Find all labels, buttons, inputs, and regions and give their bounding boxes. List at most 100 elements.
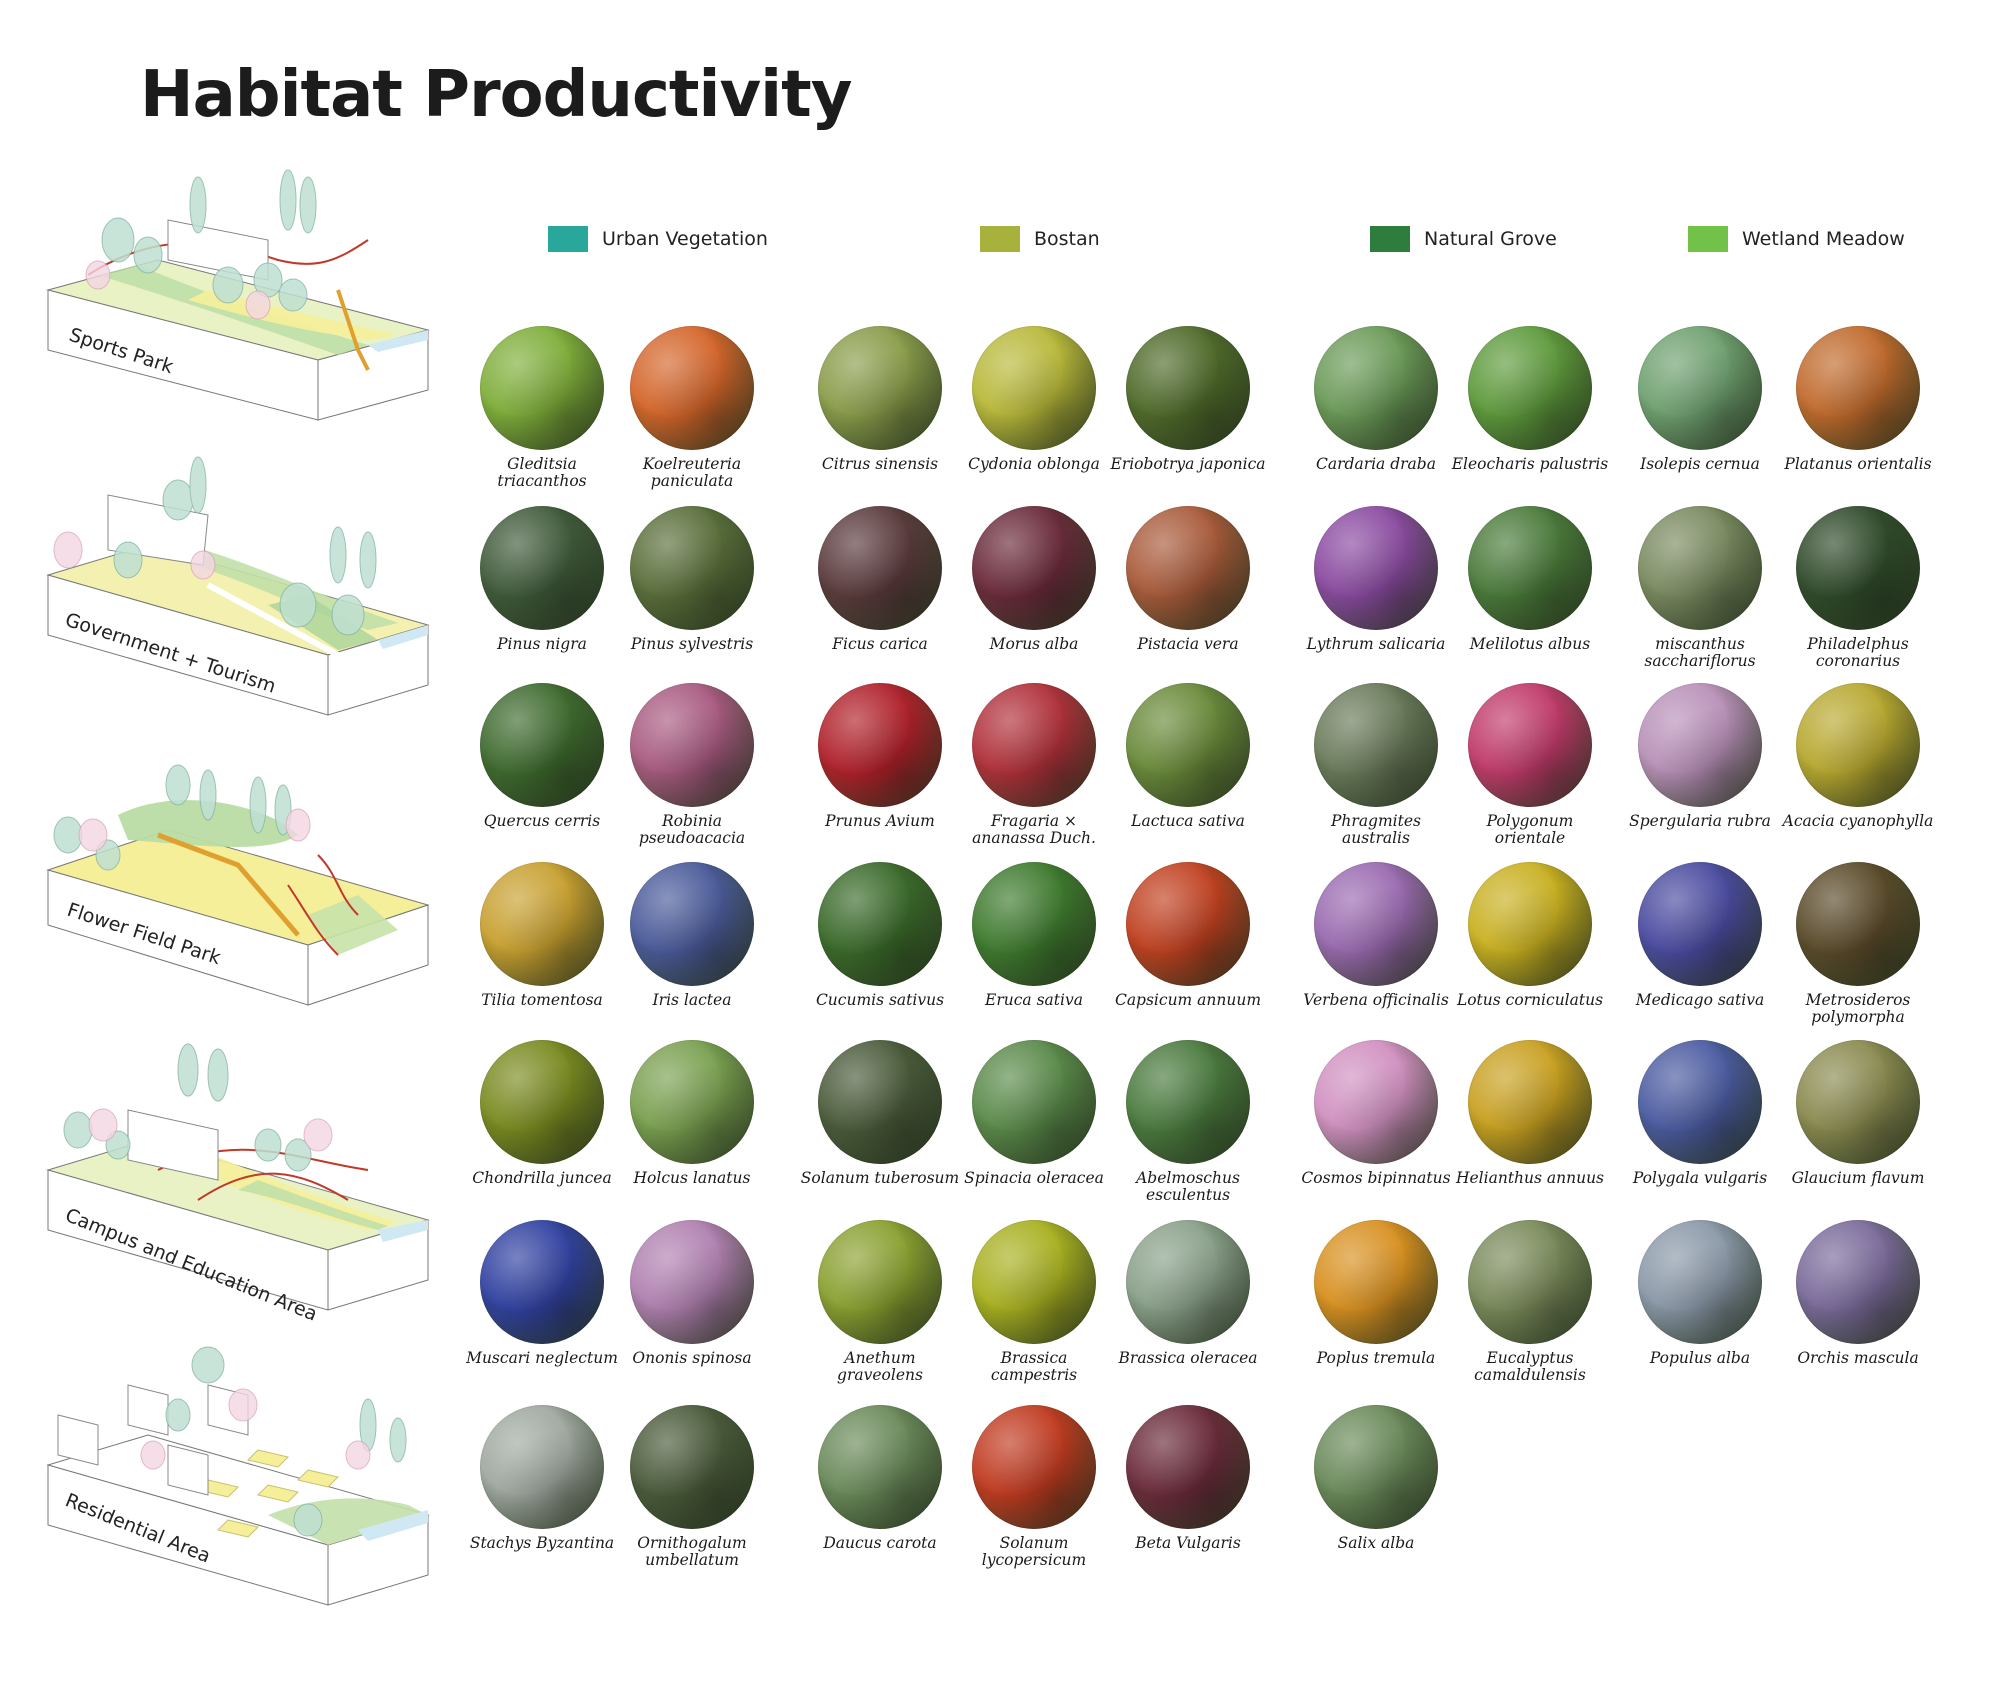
legend-swatch	[548, 226, 588, 252]
plant-name: Polygala vulgaris	[1632, 1169, 1768, 1187]
plant-name: Solanum tuberosum	[800, 1169, 960, 1187]
plant-name: Fragaria × ananassa Duch.	[972, 812, 1096, 847]
plant-photo	[1468, 862, 1592, 986]
plant-name: Cucumis sativus	[815, 991, 945, 1009]
plant-card: Polygonum orientale	[1450, 683, 1610, 858]
legend-swatch	[1370, 226, 1410, 252]
plant-card: Quercus cerris	[462, 683, 622, 858]
plant-name: Pistacia vera	[1137, 635, 1239, 653]
plant-card: Beta Vulgaris	[1108, 1405, 1268, 1580]
plant-card: Iris lactea	[612, 862, 772, 1037]
plant-photo	[1796, 326, 1920, 450]
zone-residential-area: Residential Area	[38, 1345, 438, 1606]
legend-label: Natural Grove	[1424, 228, 1557, 250]
plant-name: Eleocharis palustris	[1451, 455, 1609, 473]
plant-photo	[1314, 862, 1438, 986]
plant-card: Muscari neglectum	[462, 1220, 622, 1395]
zone-government-tourism: Government + Tourism	[38, 455, 438, 716]
plant-name: Anethum graveolens	[837, 1349, 923, 1384]
plant-name: Orchis mascula	[1797, 1349, 1919, 1367]
legend-urban-vegetation: Urban Vegetation	[548, 225, 768, 253]
plant-card: Lotus corniculatus	[1450, 862, 1610, 1037]
plant-card: Cucumis sativus	[800, 862, 960, 1037]
plant-name: Brassica oleracea	[1118, 1349, 1258, 1367]
plant-card: Polygala vulgaris	[1620, 1040, 1780, 1215]
plant-card: Prunus Avium	[800, 683, 960, 858]
plant-card: Brassica campestris	[954, 1220, 1114, 1395]
plant-name: Beta Vulgaris	[1135, 1534, 1241, 1552]
plant-photo	[1638, 1220, 1762, 1344]
plant-card: Cydonia oblonga	[954, 326, 1114, 501]
plant-name: Iris lactea	[652, 991, 732, 1009]
plant-photo	[1126, 506, 1250, 630]
plant-photo	[972, 1220, 1096, 1344]
plant-card: Gleditsia triacanthos	[462, 326, 622, 501]
plant-photo	[972, 1405, 1096, 1529]
legend-label: Bostan	[1034, 228, 1100, 250]
plant-card: Ononis spinosa	[612, 1220, 772, 1395]
plant-photo	[972, 326, 1096, 450]
plant-photo	[818, 1040, 942, 1164]
isometric-block-diagram: Residential Area	[46, 1346, 430, 1606]
isometric-block-diagram: Government + Tourism	[46, 456, 430, 716]
plant-photo	[1796, 1220, 1920, 1344]
plant-card: Isolepis cernua	[1620, 326, 1780, 501]
plant-card: Eruca sativa	[954, 862, 1114, 1037]
isometric-block-diagram: Sports Park	[46, 169, 430, 421]
plant-photo	[1126, 1040, 1250, 1164]
plant-card: Phragmites australis	[1296, 683, 1456, 858]
plant-photo	[1468, 683, 1592, 807]
plant-card: Spergularia rubra	[1620, 683, 1780, 858]
plant-photo	[1638, 862, 1762, 986]
plant-card: Capsicum annuum	[1108, 862, 1268, 1037]
plant-photo	[480, 1405, 604, 1529]
plant-photo	[1314, 1405, 1438, 1529]
zone-campus-education: Campus and Education Area	[38, 1043, 438, 1326]
plant-name: Lythrum salicaria	[1306, 635, 1446, 653]
plant-name: Solanum lycopersicum	[981, 1534, 1087, 1569]
isometric-block-diagram: Campus and Education Area	[46, 1043, 430, 1326]
plant-photo	[818, 683, 942, 807]
plant-photo	[480, 862, 604, 986]
plant-name: Koelreuteria paniculata	[642, 455, 742, 490]
plant-photo	[1126, 1220, 1250, 1344]
plant-name: Phragmites australis	[1331, 812, 1421, 847]
plant-card: Koelreuteria paniculata	[612, 326, 772, 501]
plant-name: Capsicum annuum	[1114, 991, 1262, 1009]
plant-name: Populus alba	[1649, 1349, 1751, 1367]
plant-card: Populus alba	[1620, 1220, 1780, 1395]
plant-card: Glaucium flavum	[1778, 1040, 1938, 1215]
plant-card: Eriobotrya japonica	[1108, 326, 1268, 501]
plant-photo	[818, 1220, 942, 1344]
plant-name: Verbena officinalis	[1303, 991, 1449, 1009]
plant-card: Eucalyptus camaldulensis	[1450, 1220, 1610, 1395]
plant-name: Cardaria draba	[1316, 455, 1436, 473]
plant-name: Lotus corniculatus	[1456, 991, 1604, 1009]
plant-name: Poplus tremula	[1316, 1349, 1436, 1367]
plant-card: Spinacia oleracea	[954, 1040, 1114, 1215]
plant-card: Verbena officinalis	[1296, 862, 1456, 1037]
plant-photo	[1796, 683, 1920, 807]
plant-card: Pinus sylvestris	[612, 506, 772, 681]
plant-card: Daucus carota	[800, 1405, 960, 1580]
plant-photo	[818, 326, 942, 450]
plant-photo	[1314, 683, 1438, 807]
plant-card: Poplus tremula	[1296, 1220, 1456, 1395]
plant-card: Acacia cyanophylla	[1778, 683, 1938, 858]
plant-name: Melilotus albus	[1469, 635, 1591, 653]
plant-photo	[630, 326, 754, 450]
plant-photo	[630, 1040, 754, 1164]
plant-photo	[630, 862, 754, 986]
plant-card: Pinus nigra	[462, 506, 622, 681]
legend-bostan: Bostan	[980, 225, 1100, 253]
plant-photo	[1796, 506, 1920, 630]
plant-photo	[1638, 1040, 1762, 1164]
plant-card: Pistacia vera	[1108, 506, 1268, 681]
plant-photo	[1796, 1040, 1920, 1164]
plant-name: Platanus orientalis	[1784, 455, 1932, 473]
plant-card: Solanum tuberosum	[800, 1040, 960, 1215]
plant-card: Melilotus albus	[1450, 506, 1610, 681]
plant-name: Daucus carota	[823, 1534, 937, 1552]
plant-name: Philadelphus coronarius	[1807, 635, 1909, 670]
plant-name: Cydonia oblonga	[968, 455, 1100, 473]
